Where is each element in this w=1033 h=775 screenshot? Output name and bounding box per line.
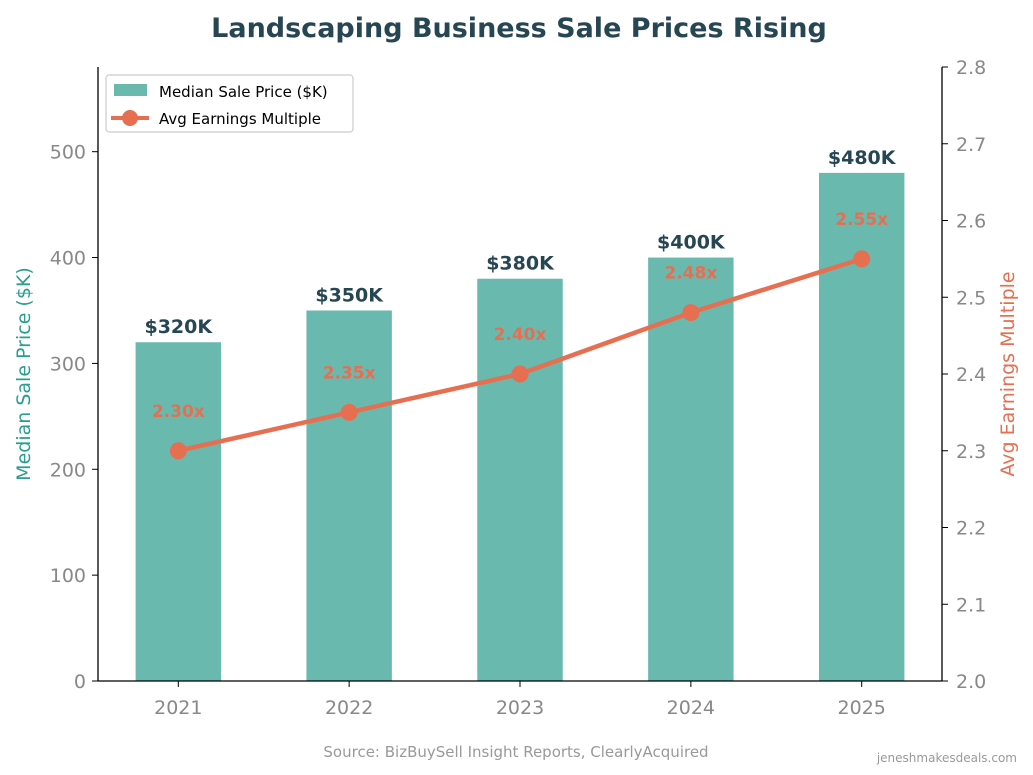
right-tick-label: 2.1 — [956, 594, 986, 616]
legend-bar-swatch — [114, 84, 147, 96]
left-tick-label: 0 — [74, 671, 86, 693]
left-tick-label: 100 — [50, 565, 86, 587]
line-point — [169, 442, 187, 460]
bar — [477, 278, 563, 681]
right-tick-label: 2.5 — [956, 287, 986, 309]
bar-value-label: $350K — [315, 284, 384, 306]
left-tick-label: 500 — [50, 142, 86, 164]
legend-line-marker — [122, 110, 138, 126]
source-note: Source: BizBuySell Insight Reports, Clea… — [323, 743, 708, 761]
right-tick-label: 2.7 — [956, 134, 986, 156]
right-axis-label: Avg Earnings Multiple — [997, 271, 1019, 476]
x-tick-label: 2025 — [838, 697, 886, 719]
right-tick-label: 2.4 — [956, 364, 986, 386]
left-axis-label: Median Sale Price ($K) — [13, 267, 35, 481]
x-tick-label: 2023 — [496, 697, 544, 719]
right-tick-label: 2.2 — [956, 518, 986, 540]
line-value-label: 2.30x — [152, 402, 205, 422]
bar — [306, 310, 392, 681]
x-tick-label: 2024 — [667, 697, 715, 719]
line-point — [511, 365, 529, 383]
bar-value-label: $380K — [486, 253, 555, 275]
bar — [648, 257, 734, 681]
bar — [135, 342, 222, 681]
left-tick-label: 400 — [50, 248, 86, 270]
line-value-label: 2.40x — [494, 325, 547, 345]
legend-line-label: Avg Earnings Multiple — [159, 110, 321, 128]
line-value-label: 2.48x — [664, 264, 717, 284]
bar-value-label: $400K — [657, 232, 726, 254]
line-value-label: 2.55x — [835, 210, 888, 230]
left-tick-label: 300 — [50, 353, 86, 375]
line-value-label: 2.35x — [323, 363, 376, 383]
line-point — [340, 403, 358, 421]
legend-bar-label: Median Sale Price ($K) — [159, 83, 328, 101]
line-point — [853, 250, 871, 268]
line-point — [682, 304, 700, 322]
right-tick-label: 2.3 — [956, 441, 986, 463]
bar-value-label: $480K — [828, 147, 897, 169]
right-tick-label: 2.8 — [956, 57, 986, 79]
bar — [818, 172, 905, 682]
left-tick-label: 200 — [50, 459, 86, 481]
right-tick-label: 2.6 — [956, 211, 986, 233]
legend: Median Sale Price ($K) Avg Earnings Mult… — [105, 74, 354, 133]
legend-box — [105, 74, 354, 133]
right-tick-label: 2.0 — [956, 671, 986, 693]
chart-title: Landscaping Business Sale Prices Rising — [211, 13, 827, 44]
watermark: jeneshmakesdeals.com — [876, 751, 1017, 765]
x-tick-label: 2022 — [325, 697, 373, 719]
x-tick-label: 2021 — [154, 697, 202, 719]
bar-value-label: $320K — [144, 316, 213, 338]
